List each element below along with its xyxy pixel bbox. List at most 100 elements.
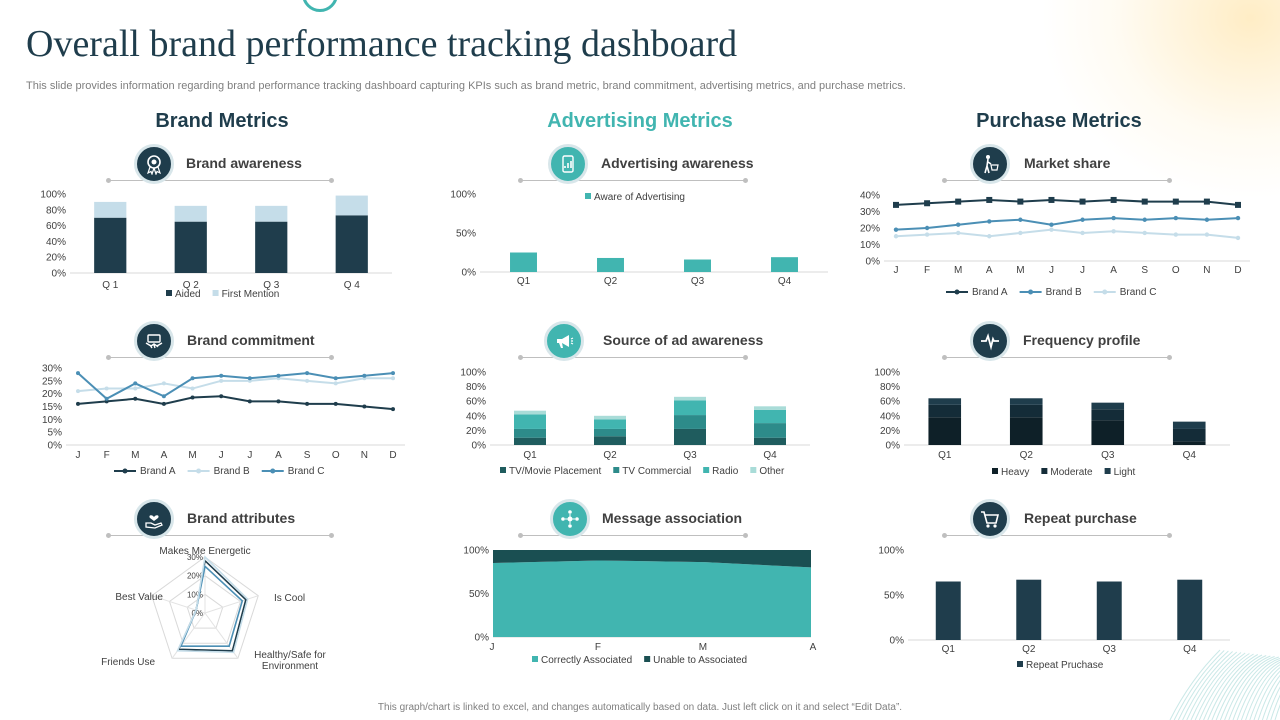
panel-divider xyxy=(518,355,748,360)
megaphone-icon xyxy=(544,321,584,361)
bar-segment xyxy=(335,195,368,216)
decorative-stripe xyxy=(1245,664,1280,720)
data-point xyxy=(305,378,310,383)
y-tick-label: 20% xyxy=(42,389,62,400)
legend-swatch xyxy=(750,467,757,473)
panel-divider xyxy=(106,533,334,538)
data-point xyxy=(924,225,930,231)
decorative-stripe xyxy=(1173,650,1225,720)
x-tick-label: Q3 xyxy=(1101,450,1115,461)
y-tick-label: 20% xyxy=(880,426,900,437)
decorative-glow xyxy=(1040,0,1280,200)
data-point xyxy=(333,376,338,381)
decorative-stripe xyxy=(1186,651,1238,720)
y-tick-label: 80% xyxy=(880,382,900,393)
radar-tick-label: 20% xyxy=(187,572,203,581)
x-tick-label: D xyxy=(1234,265,1241,276)
y-tick-label: 40% xyxy=(880,411,900,422)
data-point xyxy=(1049,222,1054,227)
x-tick-label: M xyxy=(188,450,196,461)
series-line xyxy=(895,228,1239,239)
bar-segment xyxy=(674,428,706,445)
radar-grid-ring xyxy=(168,575,242,644)
radar-spoke xyxy=(204,595,259,614)
panel-brand-commitment: Brand commitment 0% 5% 10% 15% 20% 25% 30% J F M A… xyxy=(30,321,430,491)
y-tick-label: 0% xyxy=(462,268,477,279)
decorative-stripe xyxy=(1182,651,1233,720)
x-tick-label: Q4 xyxy=(1183,450,1197,461)
bar-segment xyxy=(1091,420,1125,445)
handshake-icon xyxy=(134,321,174,361)
x-tick-label: M xyxy=(131,450,139,461)
x-tick-label: S xyxy=(304,450,311,461)
panel-title: Repeat purchase xyxy=(1024,510,1137,526)
panel-title: Advertising awareness xyxy=(601,155,754,171)
bar-segment xyxy=(1091,402,1125,410)
bar-segment xyxy=(1096,581,1122,640)
panel-divider xyxy=(518,178,748,183)
data-point xyxy=(1235,215,1241,221)
area-series xyxy=(493,560,811,637)
series-line xyxy=(77,372,394,401)
area-series xyxy=(493,550,811,568)
legend-swatch xyxy=(613,467,620,473)
decorative-stripe xyxy=(1236,659,1280,720)
decorative-stripe xyxy=(1211,654,1263,720)
data-point xyxy=(1203,198,1210,205)
decorative-stripe xyxy=(1270,694,1280,720)
legend-swatch xyxy=(1104,468,1111,474)
data-point xyxy=(362,404,367,409)
x-tick-label: Q4 xyxy=(1183,644,1197,655)
bar-segment xyxy=(174,205,207,222)
data-point xyxy=(1110,196,1117,203)
data-point xyxy=(955,198,962,205)
legend-label: TV/Movie Placement xyxy=(509,466,601,477)
decorative-stripe xyxy=(1194,652,1246,720)
award-badge-icon xyxy=(134,144,174,184)
data-point xyxy=(391,371,395,376)
brand-commitment-chart: 0% 5% 10% 15% 20% 25%30% J F M A M J J A S O N D Brand A Br… xyxy=(42,364,405,477)
data-point xyxy=(104,386,109,391)
bar-segment xyxy=(594,415,626,420)
decorative-stripe xyxy=(1253,670,1280,720)
y-tick-label: 25% xyxy=(42,376,62,387)
market-share-chart: 0% 10% 20% 30% 40% J F M A M J J A S O N D Brand A Brand B… xyxy=(860,191,1250,298)
legend-label: Radio xyxy=(712,466,739,477)
data-point xyxy=(1049,227,1054,232)
column-heading-brand: Brand Metrics xyxy=(155,110,289,132)
data-point xyxy=(1018,217,1023,222)
x-tick-label: O xyxy=(1172,265,1180,276)
x-tick-label: O xyxy=(332,450,340,461)
radar-series xyxy=(176,555,249,654)
pulse-icon xyxy=(970,321,1010,361)
legend-label: TV Commercial xyxy=(622,466,691,477)
bar-segment xyxy=(771,257,798,272)
repeat-purchase-chart: 0% 50% 100% Q1 Q2 Q3 Q4 Repeat Pruchase xyxy=(878,546,1230,671)
panel-divider xyxy=(106,355,334,360)
bar-segment xyxy=(514,414,546,429)
data-point xyxy=(1142,230,1147,236)
data-point xyxy=(391,407,395,412)
data-point xyxy=(1111,229,1116,234)
x-tick-label: Q1 xyxy=(938,450,952,461)
y-tick-label: 40% xyxy=(46,237,66,248)
data-point xyxy=(1080,230,1085,236)
bar-segment xyxy=(1172,421,1206,429)
advertising-awareness-chart: 0% 50% 100% Q1 Q2 Q3 Q4 Aware of Advertising xyxy=(450,190,828,287)
panel-message-association: Message association 0% 50% 100% J F M A Correct… xyxy=(440,499,840,669)
data-point xyxy=(219,378,224,383)
shopper-cart-icon xyxy=(970,144,1010,184)
y-tick-label: 0% xyxy=(886,441,901,452)
x-tick-label: J xyxy=(1049,265,1054,276)
x-tick-label: Q4 xyxy=(763,450,777,461)
x-tick-label: Q3 xyxy=(1103,644,1117,655)
legend-swatch xyxy=(532,656,538,662)
legend-label: Light xyxy=(1114,467,1136,478)
radar-tick-label: 0% xyxy=(191,609,203,618)
bar-segment xyxy=(1016,579,1042,640)
decorative-stripe xyxy=(1232,657,1280,720)
bar-segment xyxy=(928,404,962,418)
data-point xyxy=(247,399,252,404)
y-tick-label: 10% xyxy=(42,415,62,426)
message-association-chart: 0% 50% 100% J F M A Correctly Associated Unable … xyxy=(463,546,816,667)
